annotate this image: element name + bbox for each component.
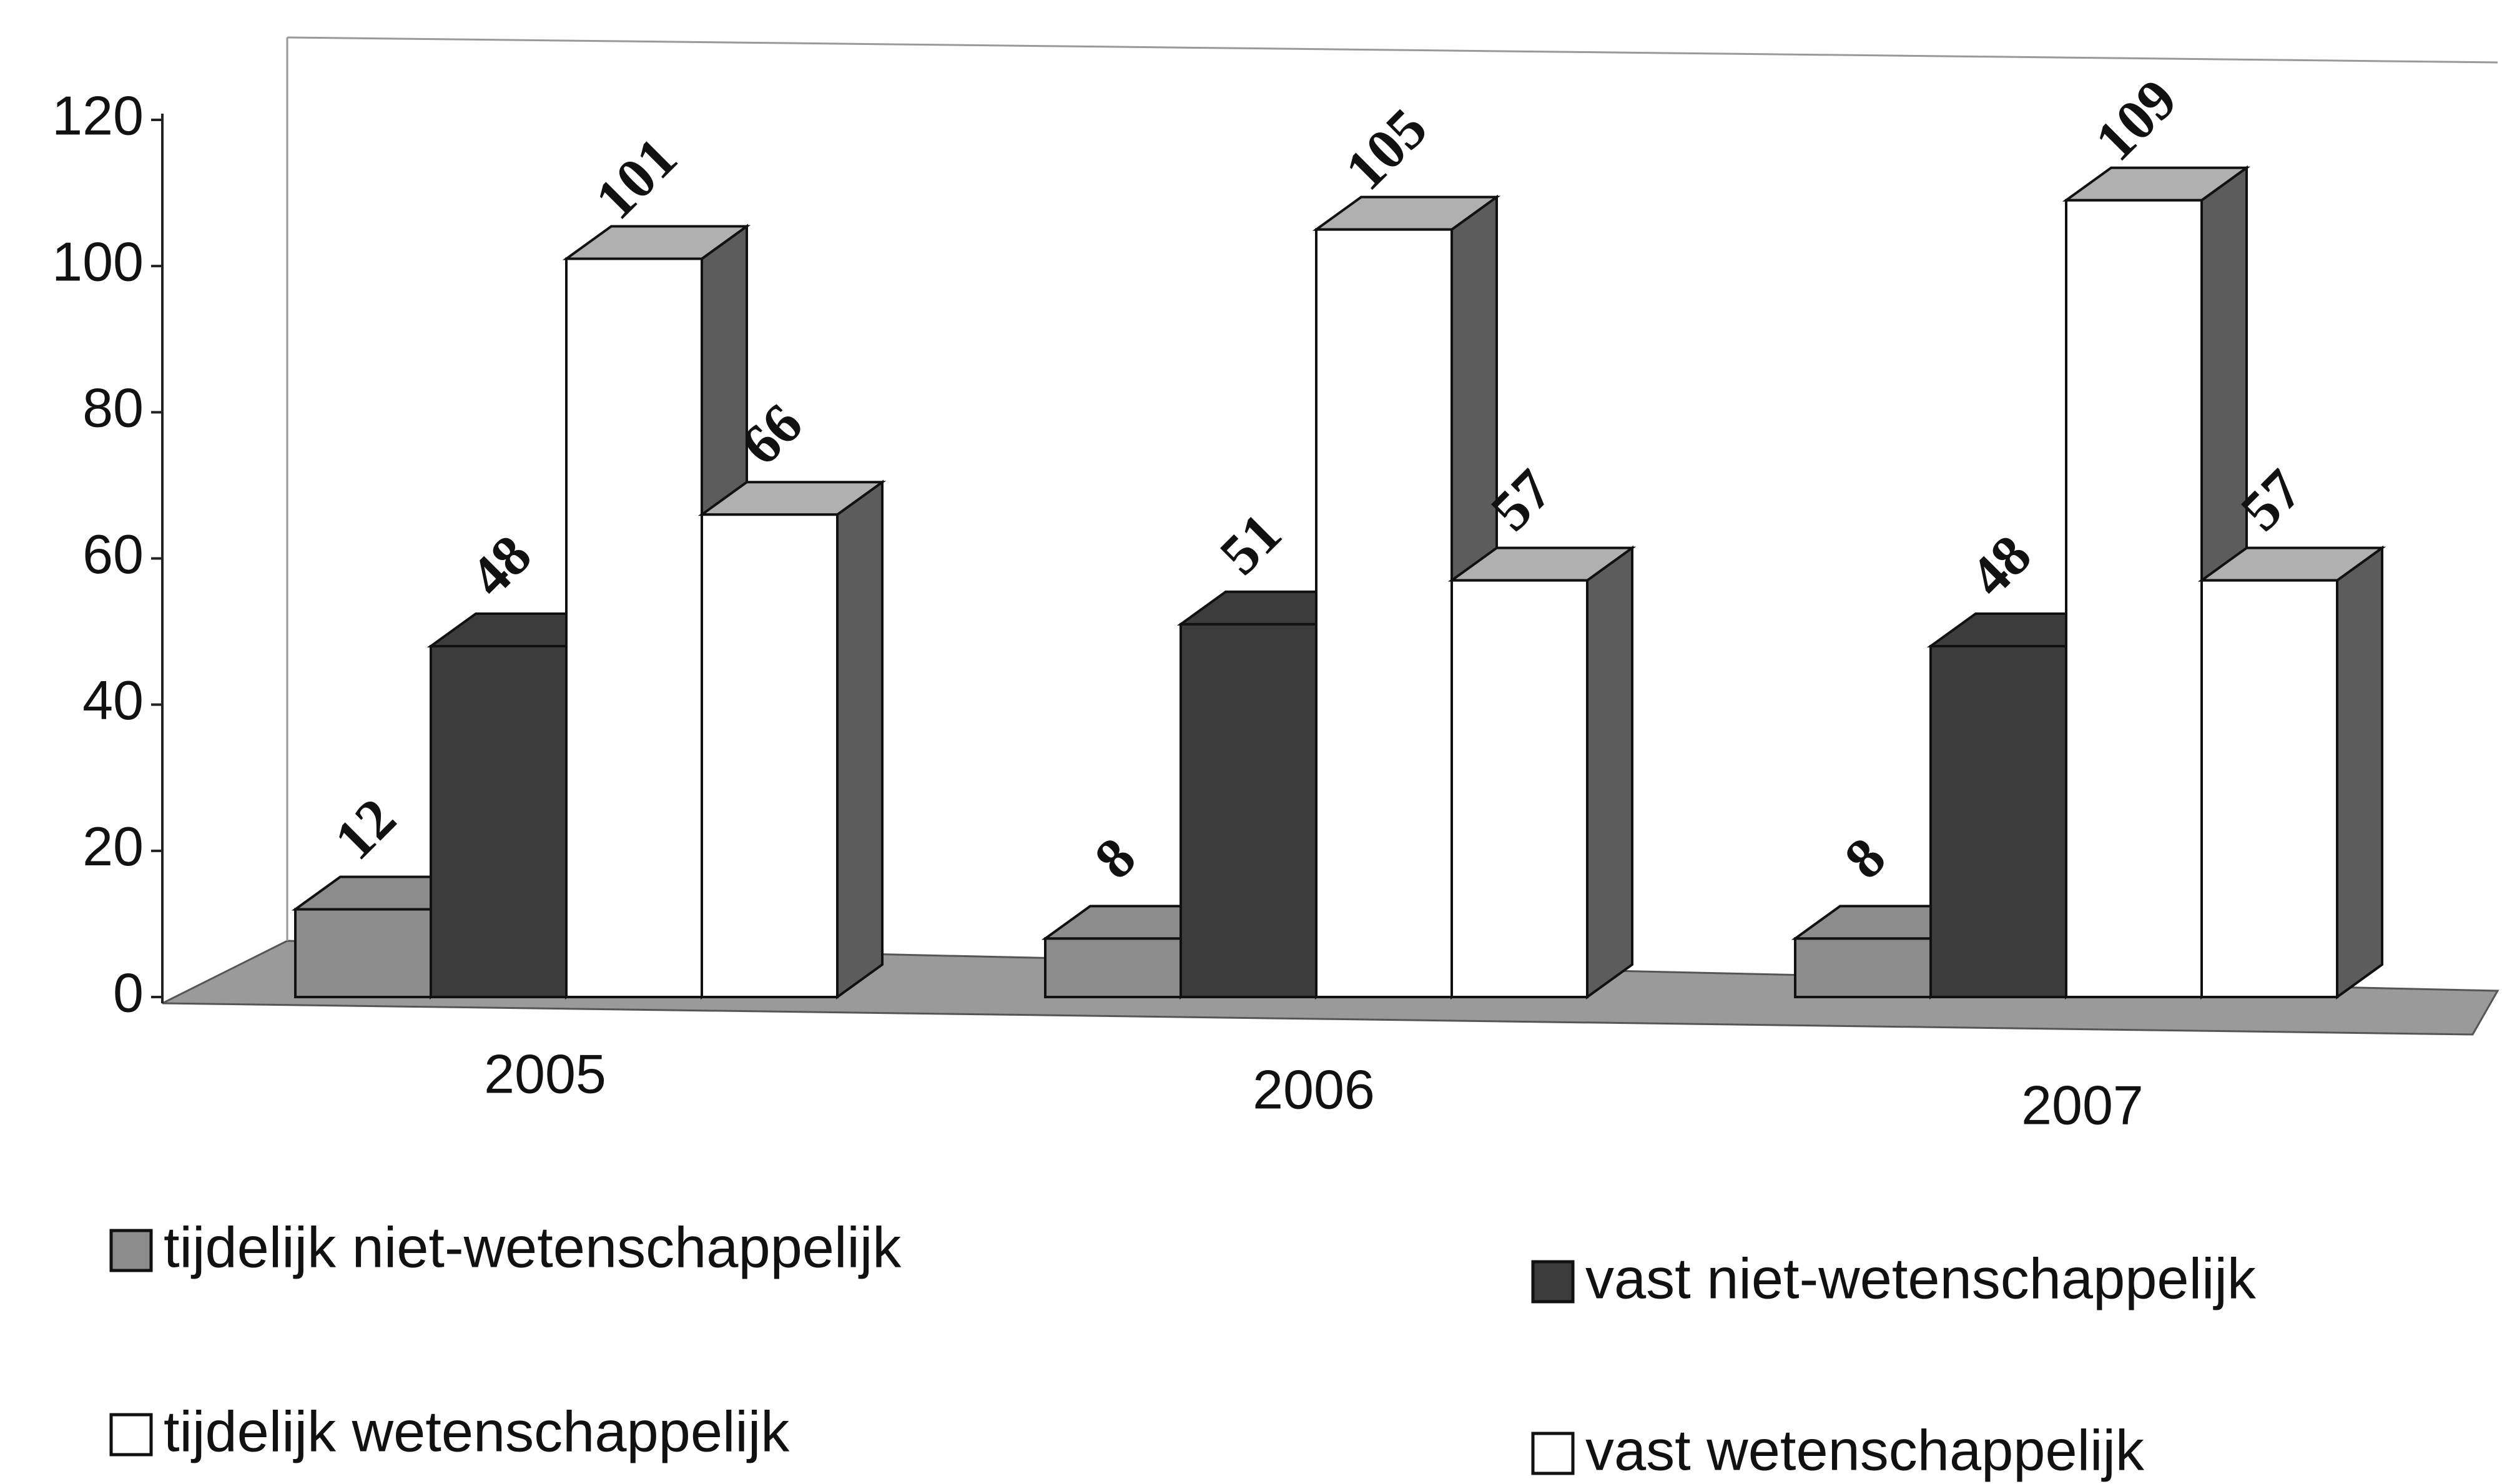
bar-front — [294, 908, 432, 998]
legend-label: vast niet-wetenschappelijk — [1585, 1247, 2257, 1310]
bar — [697, 479, 887, 1000]
legend-swatch — [109, 1413, 153, 1457]
data-label: 8 — [1832, 825, 1898, 891]
legend-label: tijdelijk wetenschappelijk — [164, 1400, 790, 1463]
data-label: 51 — [1208, 501, 1293, 586]
y-tick-label: 40 — [82, 669, 144, 731]
legend-swatch — [1531, 1260, 1575, 1304]
data-label: 48 — [458, 523, 543, 608]
legend-swatch — [1531, 1432, 1575, 1475]
y-tick-label: 60 — [82, 523, 144, 585]
legend-label: vast wetenschappelijk — [1585, 1418, 2145, 1482]
data-label: 105 — [1333, 96, 1439, 202]
y-tick-label: 120 — [52, 84, 144, 146]
bar-side — [1586, 545, 1633, 1000]
x-tick-label: 2007 — [2021, 1074, 2144, 1136]
bar-front — [1929, 645, 2067, 998]
bar-front — [1315, 228, 1453, 998]
bar — [1447, 545, 1637, 1000]
bar-front — [701, 513, 839, 998]
bar-front — [1794, 937, 1932, 999]
data-label: 48 — [1958, 523, 2043, 608]
x-tick-label: 2006 — [1253, 1058, 1375, 1120]
bar-front — [430, 645, 568, 998]
back-wall-top — [287, 36, 2498, 64]
bar-front — [2065, 199, 2203, 999]
data-label: 12 — [322, 786, 408, 872]
y-tick-label: 20 — [82, 815, 144, 877]
bar-front — [565, 257, 703, 998]
bar-front — [1450, 579, 1588, 998]
data-label: 109 — [2083, 67, 2189, 173]
bar — [2197, 545, 2386, 1000]
y-tick-label: 0 — [113, 961, 144, 1023]
x-tick-label: 2005 — [484, 1043, 606, 1104]
y-tick-label: 80 — [82, 377, 144, 439]
bar-front — [1180, 622, 1317, 998]
bar-side — [836, 479, 884, 1000]
legend-swatch — [109, 1229, 153, 1272]
bar-front — [1044, 937, 1182, 999]
y-tick-label: 100 — [52, 230, 144, 292]
data-label: 8 — [1082, 825, 1148, 891]
data-label: 101 — [583, 125, 689, 232]
legend-label: tijdelijk niet-wetenschappelijk — [164, 1216, 902, 1279]
bar-front — [2200, 579, 2338, 998]
bar-side — [2336, 545, 2383, 1000]
